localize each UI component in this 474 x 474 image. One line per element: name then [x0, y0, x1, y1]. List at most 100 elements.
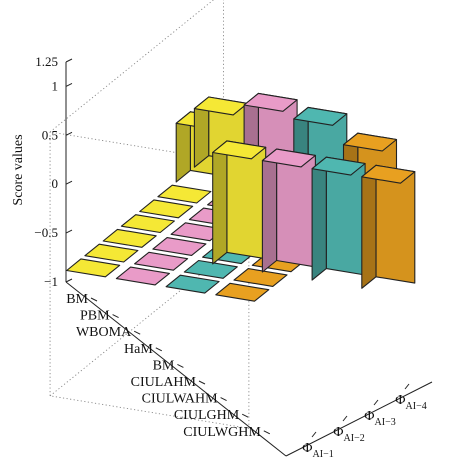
series-tick: [342, 415, 348, 422]
bar: [233, 268, 288, 287]
bar-side-face: [311, 156, 327, 281]
bar-top-face: [152, 237, 207, 256]
bar-top-face: [261, 148, 316, 168]
series-label: ΦAI−4: [395, 393, 426, 412]
series-label-sub: AI−2: [344, 433, 365, 444]
bars: [66, 92, 416, 302]
bar-top-face: [293, 106, 348, 126]
category-tick: [112, 314, 119, 319]
bar: [134, 251, 189, 271]
bar-top-face: [193, 96, 248, 116]
series-label: ΦAI−1: [302, 441, 333, 460]
bar-top-face: [134, 251, 189, 271]
series-label-main: Φ: [395, 393, 405, 408]
bar: [115, 266, 170, 286]
bar: [102, 228, 157, 248]
bar: [139, 199, 194, 219]
bar: [261, 148, 316, 273]
z-tick-mark: [65, 131, 73, 136]
bar: [84, 243, 139, 263]
z-tick-label: 0: [52, 176, 59, 191]
category-tick: [220, 397, 227, 402]
category-axis-line: [65, 281, 287, 457]
category-tick: [155, 347, 163, 352]
category-label: BM: [66, 292, 88, 307]
category-tick: [241, 413, 249, 418]
bar: [66, 258, 121, 278]
series-label-sub: AI−1: [313, 449, 334, 460]
category-label: CIULGHM: [174, 408, 240, 423]
bar-top-face: [102, 228, 157, 248]
bar-top-face: [233, 268, 288, 287]
bar-front-face: [325, 156, 366, 276]
bar-side-face: [212, 140, 228, 265]
bar-front-face: [226, 140, 267, 260]
frame-edge-2: [49, 0, 215, 133]
bar: [120, 214, 175, 234]
bar-top-face: [157, 184, 212, 204]
category-tick: [90, 297, 98, 302]
bar-front-face: [276, 148, 316, 268]
bar-top-face: [139, 199, 194, 219]
series-tick: [373, 399, 379, 406]
z-tick-label: 0.5: [42, 127, 58, 142]
category-label: WBOMA: [76, 325, 132, 340]
bar: [212, 140, 267, 265]
series-label-sub: AI−4: [406, 401, 427, 412]
series-axis-line: [285, 381, 433, 457]
bar-top-face: [84, 243, 139, 263]
category-label: CIULWAHM: [142, 392, 219, 407]
z-axis-label: Score values: [11, 134, 26, 205]
bar: [157, 184, 212, 204]
bar-top-face: [66, 258, 121, 278]
bar-top-face: [311, 156, 366, 176]
category-labels: BMPBMWBOMAHaMBMCIULAHMCIULWAHMCIULGHMCIU…: [66, 292, 271, 440]
bar-top-face: [215, 282, 270, 302]
bar-side-face: [361, 164, 377, 289]
z-axis-ticks: 1.25 1 0.5 0 −0.5 −1: [34, 54, 73, 289]
bar-top-face: [243, 92, 298, 112]
category-tick: [133, 330, 141, 335]
category-label: CIULAHM: [131, 375, 197, 390]
z-tick-mark: [65, 278, 73, 283]
bar: [152, 237, 207, 256]
series-label: ΦAI−3: [364, 409, 395, 428]
bar-top-face: [361, 164, 416, 184]
frame-edge-5: [50, 395, 249, 429]
bar: [215, 282, 270, 302]
bar-front-face: [375, 164, 416, 284]
z-tick-label: 1.25: [35, 54, 58, 69]
bar-top-face: [183, 259, 238, 279]
bar-side-face: [261, 148, 278, 273]
frame-edge-6: [49, 255, 224, 397]
series-label-sub: AI−3: [375, 417, 396, 428]
category-tick: [263, 430, 271, 435]
z-tick-label: 1: [52, 78, 59, 93]
z-tick-mark: [65, 58, 73, 63]
bar: [165, 274, 220, 294]
bar: [183, 259, 238, 279]
category-label: CIULWGHM: [183, 425, 261, 440]
z-tick-label: −0.5: [34, 225, 58, 240]
category-label: BM: [153, 358, 175, 373]
category-label: PBM: [80, 309, 110, 324]
series-tick: [311, 431, 317, 438]
bar-top-face: [115, 266, 170, 286]
category-tick: [177, 363, 184, 368]
category-tick: [198, 380, 206, 385]
category-label: HaM: [124, 342, 153, 357]
bar-top-face: [165, 274, 220, 294]
bar: [361, 164, 416, 289]
series-label-main: Φ: [302, 441, 312, 456]
bar-top-face: [342, 132, 398, 152]
z-tick-label: −1: [44, 274, 58, 289]
bar-top-face: [120, 214, 175, 234]
series-tick: [404, 383, 410, 390]
z-tick-mark: [65, 229, 73, 234]
series-label-main: Φ: [364, 409, 374, 424]
bar-top-face: [212, 140, 267, 160]
z-tick-mark: [65, 180, 73, 185]
